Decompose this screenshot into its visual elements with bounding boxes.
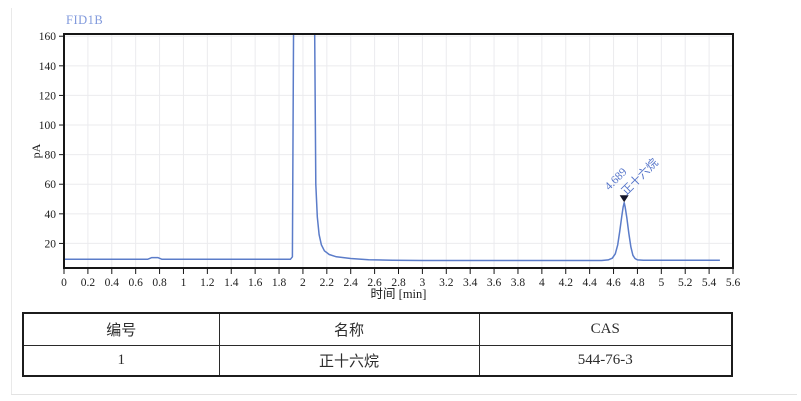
y-tick-label: 40 [45, 209, 57, 221]
x-tick-label: 4.6 [606, 277, 621, 289]
y-tick-label: 100 [39, 120, 57, 132]
page-edge-bottom [11, 394, 797, 395]
table-row: 1 正十六烷 544-76-3 [22, 345, 733, 377]
x-tick-label: 2.6 [367, 277, 382, 289]
y-tick-label: 140 [39, 61, 57, 73]
detector-title: FID1B [66, 13, 103, 27]
x-tick-label: 0.8 [152, 277, 167, 289]
x-tick-label: 5.4 [702, 277, 717, 289]
header-name: 名称 [218, 312, 480, 346]
x-tick-label: 0.4 [105, 277, 120, 289]
chromatogram-chart: 0 0.2 0.4 0.6 0.8 1 1.2 1.4 1.6 1.8 2 2.2 2.4 2.6 2.8 3… [29, 13, 741, 301]
header-cas: CAS [478, 312, 733, 346]
x-tick-label: 5.6 [726, 277, 741, 289]
x-tick-label: 1.2 [200, 277, 215, 289]
x-tick-label: 4 [539, 277, 545, 289]
y-axis-label: pA [29, 143, 43, 158]
x-tick-label: 2 [300, 277, 306, 289]
x-tick-label: 4.2 [559, 277, 574, 289]
cell-cas: 544-76-3 [478, 345, 733, 377]
x-tick-label: 2.8 [391, 277, 406, 289]
x-tick-label: 0 [61, 277, 67, 289]
x-tick-label: 1.8 [272, 277, 287, 289]
y-tick-label: 20 [45, 238, 57, 250]
page-edge-left [11, 8, 12, 395]
x-tick-label: 3.4 [463, 277, 478, 289]
x-tick-label: 4.8 [630, 277, 645, 289]
header-number: 编号 [22, 312, 220, 346]
x-tick-label: 3.8 [511, 277, 526, 289]
compound-table: 编号 名称 CAS 1 正十六烷 544-76-3 [22, 312, 733, 377]
x-tick-label: 3 [420, 277, 426, 289]
x-tick-label: 2.4 [344, 277, 359, 289]
x-tick-label: 1.6 [248, 277, 263, 289]
cell-number: 1 [22, 345, 220, 377]
table-header-row: 编号 名称 CAS [22, 312, 733, 346]
x-tick-label: 2.2 [320, 277, 335, 289]
x-axis-label: 时间 [min] [371, 287, 427, 301]
x-tick-label: 1 [181, 277, 187, 289]
y-tick-label: 160 [39, 31, 57, 43]
x-tick-label: 1.4 [224, 277, 239, 289]
x-tick-label: 5 [658, 277, 664, 289]
plot-border [63, 33, 734, 269]
x-tick-label: 0.2 [81, 277, 96, 289]
peak-marker-icon [619, 195, 629, 203]
cell-name: 正十六烷 [218, 345, 480, 377]
x-tick-label: 4.4 [582, 277, 597, 289]
y-tick-label: 80 [45, 150, 57, 162]
y-tick-label: 120 [39, 90, 57, 102]
x-tick-label: 3.6 [487, 277, 502, 289]
y-tick-label: 60 [45, 179, 57, 191]
x-tick-label: 5.2 [678, 277, 693, 289]
signal-trace [64, 34, 720, 262]
x-tick-label: 3.2 [439, 277, 454, 289]
x-tick-label: 0.6 [128, 277, 143, 289]
